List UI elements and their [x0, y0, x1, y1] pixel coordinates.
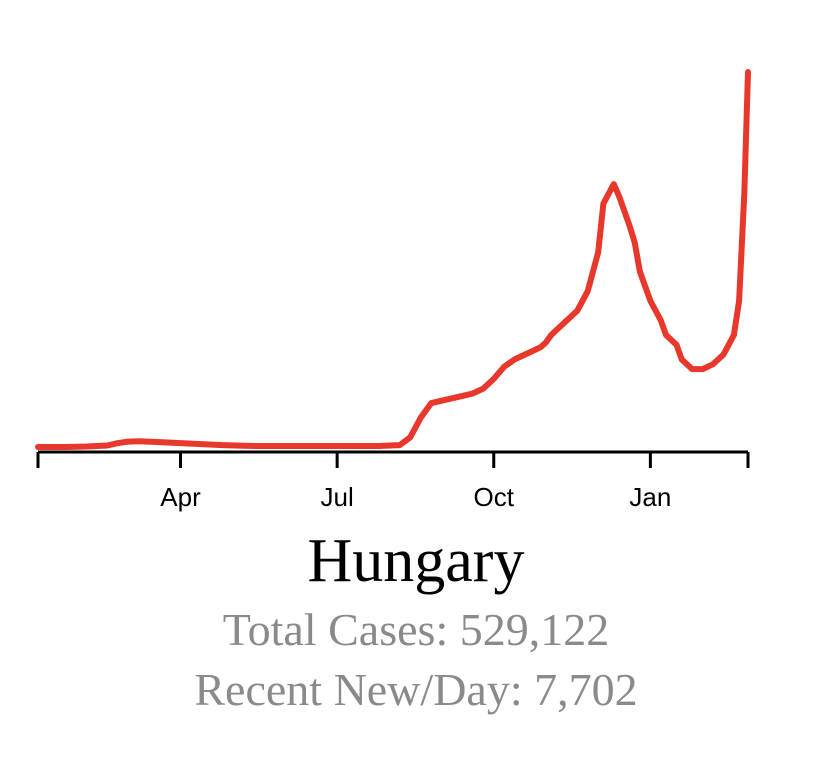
recent-new-per-day-label: Recent New/Day: [194, 664, 523, 715]
series-line-total-cases [35, 69, 751, 450]
chart-svg: Apr Jul Oct Jan [35, 69, 751, 512]
total-cases-stat: Total Cases: 529,122 [0, 604, 832, 656]
total-cases-label: Total Cases: [222, 604, 449, 655]
country-title: Hungary [307, 527, 525, 595]
x-axis: Apr Jul Oct Jan [36, 450, 750, 512]
total-cases-value: 529,122 [459, 604, 610, 655]
x-tick-label-jan: Jan [629, 482, 671, 512]
recent-new-per-day-stat: Recent New/Day: 7,702 [0, 664, 832, 716]
x-ticks: Apr Jul Oct Jan [36, 452, 750, 512]
plot-area [35, 69, 751, 450]
recent-new-per-day-value: 7,702 [534, 664, 638, 715]
x-tick-label-oct: Oct [474, 482, 515, 512]
x-tick-label-apr: Apr [160, 482, 201, 512]
x-tick-label-jul: Jul [321, 482, 354, 512]
